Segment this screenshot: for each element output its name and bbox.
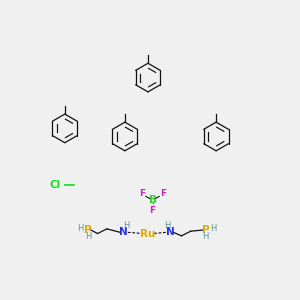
Text: Cl: Cl bbox=[50, 180, 61, 190]
Text: Ru: Ru bbox=[140, 229, 156, 238]
Text: F: F bbox=[139, 189, 145, 198]
Text: H: H bbox=[123, 221, 129, 230]
Text: N: N bbox=[166, 227, 174, 237]
Text: H: H bbox=[164, 221, 171, 230]
Text: H: H bbox=[85, 232, 91, 241]
Text: H: H bbox=[202, 232, 209, 241]
Text: F: F bbox=[149, 206, 156, 215]
Text: N: N bbox=[119, 227, 128, 237]
Text: H: H bbox=[77, 224, 84, 233]
Text: B: B bbox=[148, 195, 157, 205]
Text: H: H bbox=[210, 224, 216, 233]
Text: F: F bbox=[160, 189, 167, 198]
Text: P: P bbox=[84, 225, 92, 235]
Text: P: P bbox=[202, 225, 209, 235]
